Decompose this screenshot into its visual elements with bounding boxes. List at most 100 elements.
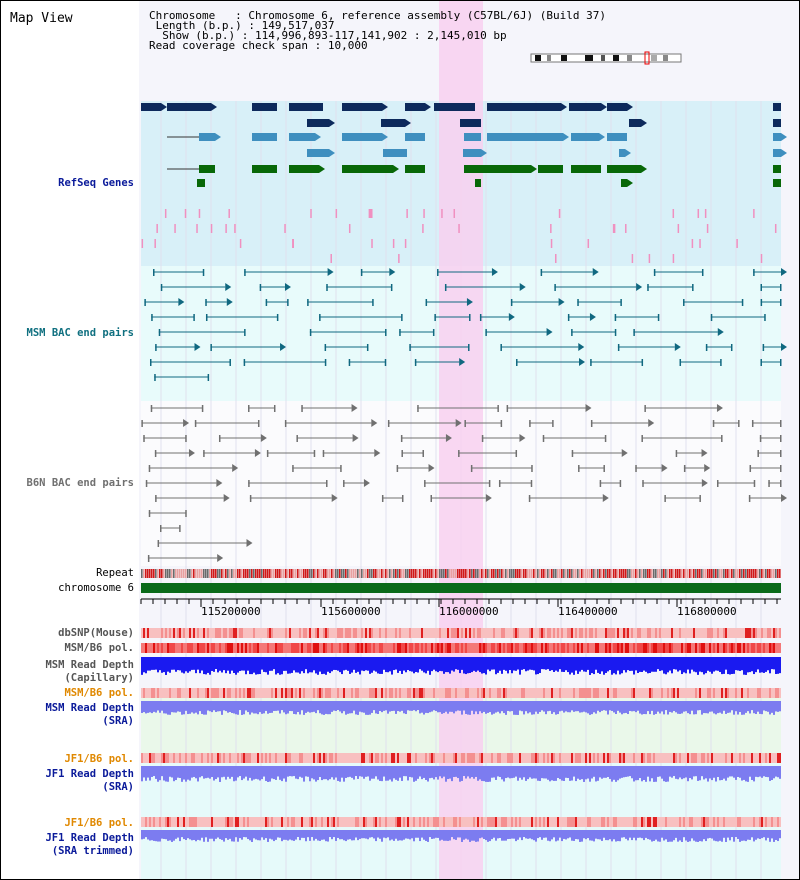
polymorphism-heat (351, 643, 353, 653)
refseq-gene-strand (621, 133, 627, 141)
polymorphism-heat (469, 753, 471, 763)
read-depth-bar (165, 830, 167, 840)
read-depth-bar (391, 830, 393, 840)
read-depth-bar (437, 766, 439, 780)
polymorphism-heat (243, 688, 245, 698)
bac-end-mark (530, 480, 533, 487)
polymorphism-heat (731, 817, 733, 827)
refseq-gene-strand (419, 165, 425, 173)
polymorphism-heat (735, 628, 737, 638)
read-depth-bar (713, 701, 715, 714)
polymorphism-heat (541, 817, 543, 827)
polymorphism-heat (489, 628, 491, 638)
read-depth-bar (353, 766, 355, 780)
polymorphism-heat (669, 753, 671, 763)
polymorphism-heat (205, 817, 207, 827)
read-depth-bar (565, 657, 567, 671)
polymorphism-heat (467, 688, 469, 698)
polymorphism-heat (623, 688, 625, 698)
polymorphism-heat (711, 688, 713, 698)
read-depth-bar (395, 830, 397, 839)
polymorphism-heat (621, 643, 623, 653)
polymorphism-heat (557, 753, 559, 763)
refseq-marker (330, 254, 332, 263)
track-label-msm-bac[interactable]: MSM BAC end pairs (26, 327, 134, 339)
polymorphism-heat (277, 628, 279, 638)
repeat-mark (519, 569, 521, 578)
read-depth-bar (605, 830, 607, 841)
read-depth-bar (253, 830, 255, 839)
polymorphism-heat (149, 817, 151, 827)
repeat-mark (235, 569, 237, 578)
polymorphism-heat (701, 753, 703, 763)
read-depth-bar (697, 830, 699, 842)
read-depth-bar (333, 830, 335, 838)
read-depth-bar (303, 766, 305, 782)
polymorphism-heat (257, 753, 259, 763)
polymorphism-heat (729, 643, 731, 653)
polymorphism-heat (667, 753, 669, 763)
polymorphism-heat (401, 817, 403, 827)
polymorphism-heat (677, 643, 679, 653)
read-depth-bar (725, 830, 727, 842)
polymorphism-heat (517, 817, 519, 827)
polymorphism-heat (545, 817, 547, 827)
read-depth-bar (535, 657, 537, 675)
read-depth-bar (649, 766, 651, 782)
polymorphism-heat (507, 628, 509, 638)
polymorphism-heat (729, 688, 731, 698)
polymorphism-heat (497, 688, 499, 698)
bac-end-mark (203, 450, 205, 457)
refseq-gene-strand (401, 149, 407, 157)
read-depth-bar (591, 657, 593, 674)
refseq-marker (753, 209, 755, 218)
repeat-mark (525, 569, 527, 578)
polymorphism-heat (391, 643, 393, 653)
polymorphism-heat (199, 753, 201, 763)
track-label-b6n-bac[interactable]: B6N BAC end pairs (26, 477, 134, 489)
read-depth-bar (689, 766, 691, 779)
polymorphism-heat (761, 753, 763, 763)
track-label-refseq[interactable]: RefSeq Genes (58, 177, 134, 189)
polymorphism-heat (189, 643, 191, 653)
polymorphism-heat (433, 817, 435, 827)
read-depth-bar (511, 830, 513, 839)
bac-end-mark (244, 329, 246, 336)
polymorphism-heat (653, 688, 655, 698)
read-depth-bar (295, 830, 297, 840)
polymorphism-heat (681, 628, 683, 638)
polymorphism-heat (737, 628, 739, 638)
polymorphism-heat (237, 643, 239, 653)
bac-end-mark (577, 299, 579, 306)
polymorphism-heat (387, 817, 389, 827)
read-depth-bar (155, 657, 157, 670)
bac-end-arrow (374, 449, 381, 457)
polymorphism-heat (439, 753, 441, 763)
read-depth-bar (215, 657, 217, 670)
read-depth-bar (361, 657, 363, 671)
repeat-mark (463, 569, 465, 578)
read-depth-bar (695, 830, 697, 842)
polymorphism-heat (625, 817, 627, 827)
bac-end-mark (516, 359, 518, 366)
bac-end-mark (160, 284, 163, 291)
track-label-msm-depth-sra-sub: (SRA) (102, 715, 134, 727)
polymorphism-heat (665, 753, 667, 763)
read-depth-bar (517, 701, 519, 715)
polymorphism-heat (757, 628, 759, 638)
read-depth-bar (699, 766, 701, 781)
polymorphism-heat (231, 753, 233, 763)
polymorphism-heat (541, 753, 543, 763)
polymorphism-heat (161, 817, 163, 827)
read-depth-bar (591, 701, 593, 715)
read-depth-bar (239, 657, 241, 672)
polymorphism-heat (449, 628, 451, 638)
refseq-marker (239, 239, 242, 248)
polymorphism-heat (525, 643, 527, 653)
repeat-mark (539, 569, 541, 578)
read-depth-bar (217, 830, 219, 838)
read-depth-bar (531, 766, 533, 779)
polymorphism-heat (711, 817, 713, 827)
read-depth-bar (381, 701, 383, 713)
